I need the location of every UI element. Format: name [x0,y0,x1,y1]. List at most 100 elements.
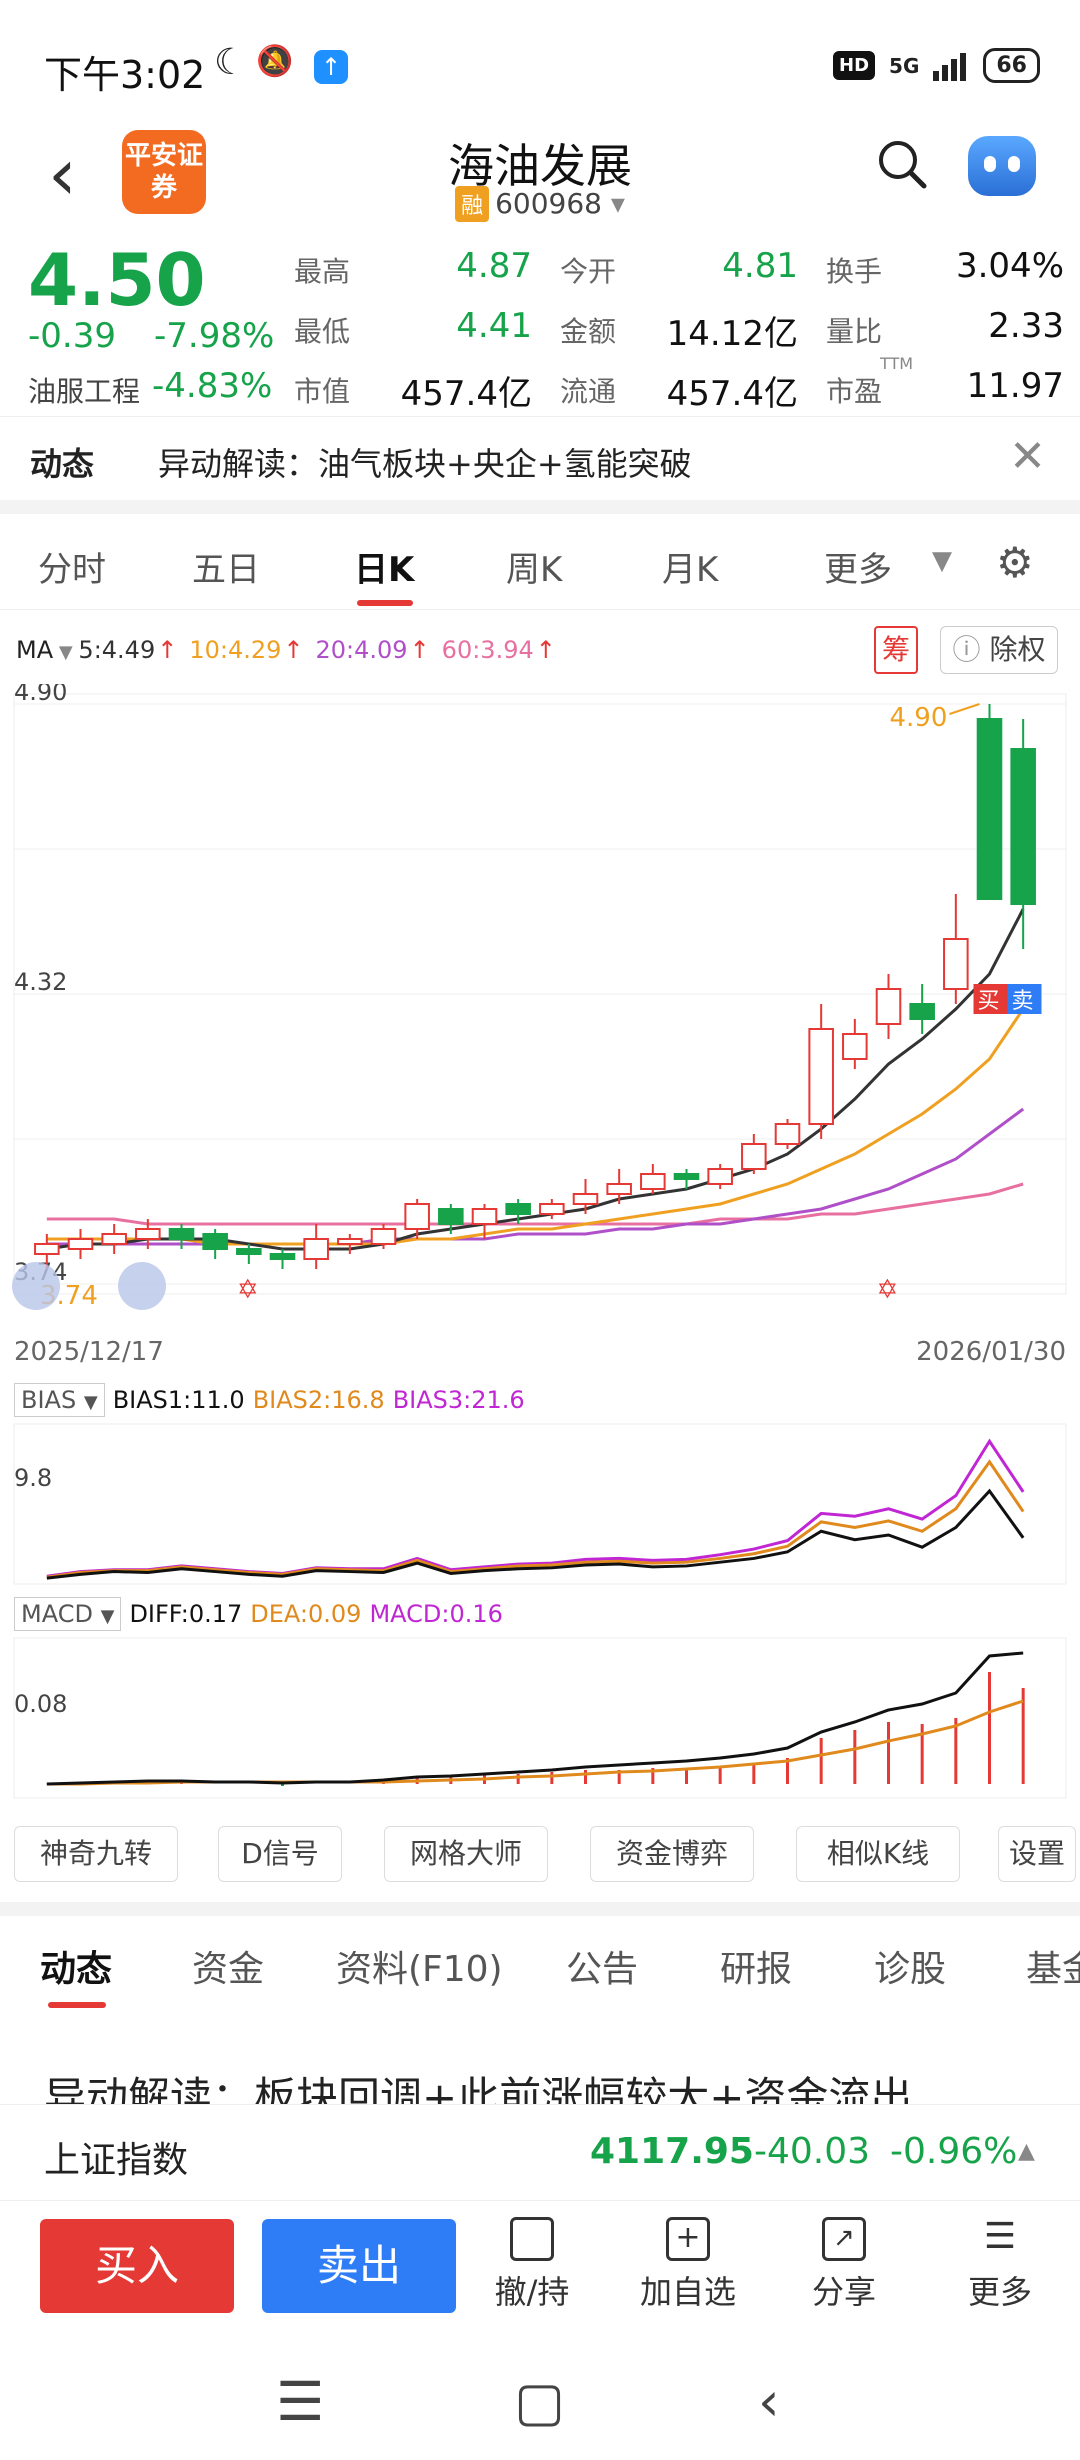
period-tabs: 分时 五日 日K 周K 月K 更多 ▼ ⚙ [0,520,1080,610]
sell-button[interactable]: 卖出 [262,2219,456,2313]
tool-magic-nine[interactable]: 神奇九转 [14,1826,178,1882]
diff-line [46,1651,1024,1786]
index-change: -40.03 [754,2131,871,2172]
divider [0,500,1080,514]
status-right-icons: HD 5G 66 [833,48,1040,83]
chip-distribution-button[interactable]: 筹 [874,626,918,674]
candle-body [505,1203,531,1215]
chevron-up-icon[interactable]: ▲ [1018,2139,1035,2164]
index-bar[interactable]: 上证指数 4117.95 -40.03 -0.96% ▲ [0,2104,1080,2200]
chevron-down-icon: ▼ [100,1606,115,1627]
chevron-down-icon: ▼ [83,1392,98,1413]
share-button[interactable]: ↗ 分享 [784,2217,904,2313]
assistant-robot-icon[interactable] [968,136,1036,196]
candle-body [438,1208,464,1225]
tab-monthly-k[interactable]: 月K [662,550,719,590]
quote-label: 市值 [294,375,351,408]
star-marker-icon: ✡ [877,1275,899,1305]
tab-fund[interactable]: 基金 [1026,1949,1080,1990]
quote-value: 3.04% [955,246,1064,286]
ma10-line [46,1008,1025,1246]
back-nav-icon[interactable]: ‹ [758,2370,780,2433]
gear-icon[interactable]: ⚙ [996,538,1034,587]
tab-more[interactable]: 更多 [824,550,892,590]
tab-minute[interactable]: 分时 [38,550,106,590]
sell-tag-bg [1007,984,1042,1014]
quote-label: 市盈 [826,375,883,408]
tool-similar-k[interactable]: 相似K线 [796,1826,960,1882]
candle-body [168,1228,195,1240]
bias1-line [46,1488,1025,1580]
tool-d-signal[interactable]: D信号 [218,1826,342,1882]
quote-label: 金额 [560,315,617,348]
tab-announcements[interactable]: 公告 [566,1949,639,1990]
candle-body [135,1228,161,1240]
news-strip[interactable]: 动态 异动解读：油气板块+央企+氢能突破 ✕ [0,416,1080,500]
tab-diagnosis[interactable]: 诊股 [874,1949,947,1990]
macd-legend[interactable]: MACD ▼ DIFF:0.17 DEA:0.09 MACD:0.16 [14,1594,511,1634]
candle-body [572,1193,599,1205]
back-icon[interactable]: ‹ [48,132,77,216]
max-price-pointer [949,703,980,715]
price-change: -0.39 [28,316,116,356]
more-button[interactable]: ☰ 更多 [967,2216,1032,2312]
candle-body [471,1208,498,1225]
broker-logo[interactable]: 平安证券 [122,130,206,214]
candle-body [34,1243,60,1255]
tool-grid-master[interactable]: 网格大师 [384,1826,548,1882]
add-watchlist-button[interactable]: + 加自选 [628,2217,748,2313]
y-axis-label: 4.90 [14,684,67,706]
bias-legend[interactable]: BIAS ▼ BIAS1:11.0 BIAS2:16.8 BIAS3:21.6 [14,1380,533,1420]
macd-label[interactable]: MACD ▼ [14,1597,122,1631]
ma60-line [46,1182,1024,1226]
tool-fund-game[interactable]: 资金博弈 [590,1826,754,1882]
ma-items: 5:4.49↑ 10:4.29↑ 20:4.09↑ 60:3.94↑ [78,636,567,664]
tab-five-day[interactable]: 五日 [192,550,260,590]
macd-chart[interactable]: 0.08 [0,1634,1080,1804]
tab-research[interactable]: 研报 [720,1949,793,1990]
star-marker-icon: ✡ [237,1275,259,1305]
cancel-hold-button[interactable]: 撤/持 [472,2217,592,2313]
bias-chart[interactable]: 9.8 [0,1420,1080,1590]
active-tab-indicator [48,2002,106,2008]
ma-legend[interactable]: MA ▼ 5:4.49↑ 10:4.29↑ 20:4.09↑ 60:3.94↑ [16,636,568,664]
recents-icon[interactable]: ☰ [276,2370,325,2433]
system-nav-bar: ☰ ▢ ‹ [0,2340,1080,2460]
tab-dynamics[interactable]: 动态 [40,1949,113,1990]
indicator-value: DEA:0.09 [250,1600,362,1628]
index-change-pct: -0.96% [890,2131,1018,2172]
ex-rights-button[interactable]: ⓘ 除权 [940,626,1058,674]
tab-f10[interactable]: 资料(F10) [336,1949,503,1990]
network-label: 5G [889,53,920,78]
ma5-line [46,908,1025,1251]
ex-rights-label: 除权 [989,633,1046,666]
candle-body [101,1233,127,1245]
buy-button[interactable]: 买入 [40,2219,234,2313]
candle-body [943,938,969,990]
news-tag: 动态 [30,445,95,483]
candle-body [404,1203,430,1230]
quote-value: 11.97 [966,366,1064,406]
chart-frame [13,1637,1067,1799]
article-title[interactable]: 异动解读：板块回调+此前涨幅较大+资金流出 [44,2073,913,2104]
y-axis-label: 4.32 [14,968,67,996]
tab-funds[interactable]: 资金 [192,1949,265,1990]
arrow-up-icon: ↑ [409,636,430,664]
expand-icon [118,1262,166,1310]
search-icon[interactable] [874,136,930,192]
home-icon[interactable]: ▢ [514,2370,566,2433]
candle-body [67,1238,94,1250]
tab-weekly-k[interactable]: 周K [506,550,563,590]
stock-name: 海油发展 [448,139,632,193]
share-icon: ↗ [822,2217,866,2261]
news-text[interactable]: 异动解读：油气板块+央企+氢能突破 [158,445,692,483]
kline-chart[interactable]: 4.904.323.744.903.74买卖✡✡2025/12/172026/0… [0,684,1080,1368]
sector-name[interactable]: 油服工程 [28,375,141,408]
ma-value: 20:4.09 [315,636,408,664]
close-icon[interactable]: ✕ [1009,431,1046,482]
tool-settings[interactable]: 设置 [998,1826,1076,1882]
stock-code-row[interactable]: 融 600968 ▾ [0,186,1080,222]
macd-values: DIFF:0.17 DEA:0.09 MACD:0.16 [129,1600,510,1628]
bias-label[interactable]: BIAS ▼ [14,1383,105,1417]
tab-daily-k[interactable]: 日K [354,550,415,590]
